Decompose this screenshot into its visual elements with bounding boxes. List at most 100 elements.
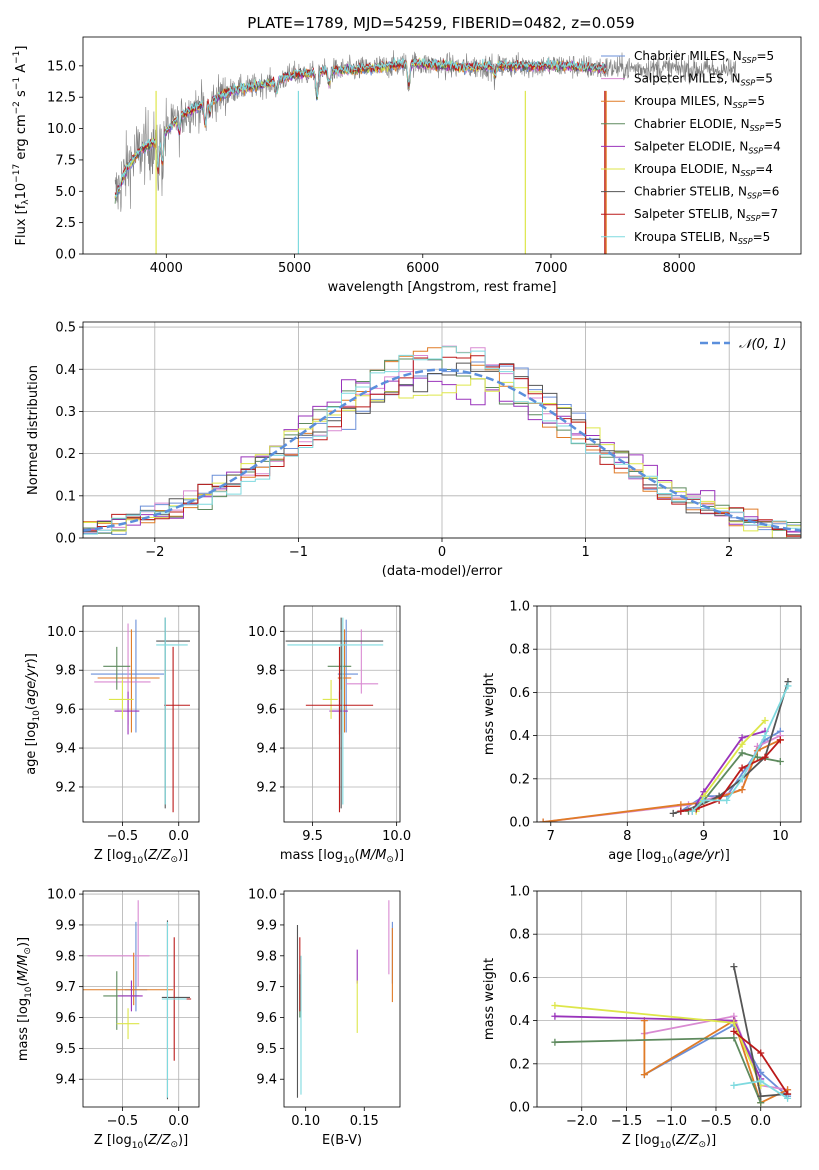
plot-area	[285, 617, 384, 813]
legend-label-salpeter_miles: Salpeter MILES, NSSP=5	[634, 72, 773, 88]
x-tick-label: −1.0	[655, 1114, 687, 1129]
y-tick-label: 9.4	[256, 742, 277, 757]
x-tick-label: −1	[289, 545, 308, 560]
weight-marker-chabrier_elodie	[757, 1099, 765, 1107]
y-tick-label: 5.0	[55, 185, 76, 200]
y-tick-label: 0.2	[509, 772, 530, 787]
x-tick-label: 10.0	[382, 829, 411, 844]
y-tick-label: 9.8	[256, 949, 277, 964]
weight-marker-kroupa_stelib	[688, 807, 696, 815]
legend-label-normal: 𝒩(0, 1)	[739, 337, 786, 352]
weight-marker-chabrier_stelib	[757, 1092, 765, 1100]
legend-label-kroupa_stelib: Kroupa STELIB, NSSP=5	[634, 230, 770, 246]
axes-frame	[82, 605, 200, 823]
y-tick-label: 1.0	[509, 600, 530, 615]
weight-marker-salpeter_stelib	[776, 736, 784, 744]
mass-weight-vs-age-panel: 7 8 9 10 0.0 0.2 0.4 0.6 0.8 1.0 age [log10(age/yr…	[482, 600, 802, 866]
histogram-chabrier_elodie	[83, 357, 801, 538]
y-tick-label: 9.5	[55, 1042, 76, 1057]
y-tick-label: 9.2	[256, 780, 277, 795]
age-vs-mass-panel: 9.5 10.0 9.2 9.4 9.6 9.8 10.0 mass [log10(M/M⊙)…	[248, 605, 411, 866]
y-tick-label: 0.8	[509, 928, 530, 943]
y-tick-label: 0.1	[55, 489, 76, 504]
weight-marker-kroupa_stelib	[761, 732, 769, 740]
spectrum-panel: 4000 5000 6000 7000 8000 0.0 2.5 5.0 7.5 10.0 12.5…	[12, 36, 802, 295]
weight-line-kroupa_stelib	[691, 685, 789, 812]
plot-area	[83, 345, 801, 538]
y-axis-label: Normed distribution	[26, 365, 41, 495]
y-axis-label: Flux [fλ10−17 erg cm−2 s−1 A−1]	[12, 46, 31, 246]
residual-histogram-panel: −2 −1 0 1 2 0.0 0.1 0.2 0.3 0.4 0.5 𝒩(0, 1) (data-mo…	[26, 321, 802, 579]
y-axis-label: age [log10(age/yr)]	[24, 653, 42, 775]
x-axis-label: Z [log10(Z/Z⊙)]	[622, 1133, 716, 1151]
y-tick-label: 9.7	[256, 980, 277, 995]
y-tick-label: 9.7	[55, 980, 76, 995]
y-tick-label: 9.5	[256, 1042, 277, 1057]
y-tick-label: 9.2	[55, 780, 76, 795]
x-axis-label: E(B-V)	[322, 1133, 362, 1148]
legend-label-kroupa_miles: Kroupa MILES, NSSP=5	[634, 94, 765, 110]
x-tick-label: −0.5	[107, 829, 139, 844]
weight-marker-kroupa_stelib	[700, 796, 708, 804]
y-tick-label: 10.0	[248, 888, 277, 903]
x-tick-label: 6000	[406, 261, 439, 276]
y-tick-label: 0.4	[509, 729, 530, 744]
age-vs-metallicity-panel: −0.5 0.0 9.2 9.4 9.6 9.8 10.0 Z [log10(Z/Z⊙)] ag…	[24, 605, 200, 866]
weight-marker-kroupa_miles	[738, 786, 746, 794]
weight-marker-chabrier_stelib	[669, 809, 677, 817]
y-tick-label: 9.4	[256, 1073, 277, 1088]
weight-marker-kroupa_stelib	[723, 796, 731, 804]
x-tick-label: −1.5	[611, 1114, 643, 1129]
plot-area	[296, 900, 393, 1098]
weight-marker-kroupa_elodie	[551, 1001, 559, 1009]
legend-label-chabrier_elodie: Chabrier ELODIE, NSSP=5	[634, 117, 782, 133]
axes-frame	[283, 890, 401, 1108]
y-tick-label: 0.5	[55, 321, 76, 336]
weight-marker-chabrier_elodie	[738, 749, 746, 757]
plot-area	[83, 900, 192, 1100]
axes-frame	[82, 890, 200, 1108]
legend-label-salpeter_stelib: Salpeter STELIB, NSSP=7	[634, 207, 778, 223]
weight-marker-kroupa_stelib	[738, 775, 746, 783]
y-tick-label: 0.6	[509, 686, 530, 701]
axes-frame	[536, 890, 802, 1108]
weight-marker-salpeter_stelib	[761, 753, 769, 761]
weight-marker-chabrier_elodie	[776, 758, 784, 766]
weight-marker-kroupa_miles	[640, 1071, 648, 1079]
weight-marker-salpeter_stelib	[738, 764, 746, 772]
y-tick-label: 9.6	[256, 1011, 277, 1026]
legend-label-kroupa_elodie: Kroupa ELODIE, NSSP=4	[634, 162, 773, 178]
weight-marker-kroupa_elodie	[730, 1019, 738, 1027]
x-tick-label: 9.5	[302, 829, 323, 844]
weight-marker-salpeter_stelib	[730, 1027, 738, 1035]
weight-marker-kroupa_stelib	[784, 1094, 792, 1102]
axes-frame	[82, 36, 802, 255]
y-tick-label: 9.6	[256, 703, 277, 718]
y-tick-label: 0.6	[509, 971, 530, 986]
y-tick-label: 9.6	[55, 1011, 76, 1026]
weight-marker-chabrier_elodie	[551, 1038, 559, 1046]
x-tick-label: −0.5	[700, 1114, 732, 1129]
x-tick-label: 2	[725, 545, 733, 560]
y-tick-label: 0.0	[509, 1101, 530, 1116]
legend-label-chabrier_miles: Chabrier MILES, NSSP=5	[634, 49, 774, 65]
weight-marker-kroupa_miles	[539, 818, 547, 822]
weight-marker-chabrier_stelib	[730, 963, 738, 971]
y-tick-label: 9.6	[55, 703, 76, 718]
x-tick-label: −2	[145, 545, 164, 560]
legend-label-salpeter_elodie: Salpeter ELODIE, NSSP=4	[634, 139, 781, 155]
plot-area	[539, 678, 792, 822]
x-tick-label: 10	[772, 829, 789, 844]
x-tick-label: 0.10	[291, 1114, 320, 1129]
weight-marker-kroupa_stelib	[757, 1077, 765, 1085]
y-tick-label: 9.4	[55, 742, 76, 757]
weight-marker-salpeter_stelib	[757, 1049, 765, 1057]
weight-marker-kroupa_stelib	[730, 1081, 738, 1089]
y-axis-label: mass weight	[482, 958, 497, 1040]
axes-frame	[283, 605, 401, 823]
x-tick-label: 0.15	[350, 1114, 379, 1129]
legend-label-chabrier_stelib: Chabrier STELIB, NSSP=6	[634, 185, 779, 201]
y-tick-label: 0.4	[55, 363, 76, 378]
weight-marker-kroupa_stelib	[784, 682, 792, 690]
